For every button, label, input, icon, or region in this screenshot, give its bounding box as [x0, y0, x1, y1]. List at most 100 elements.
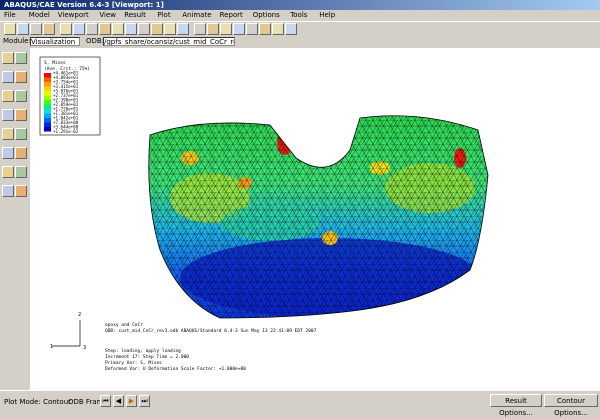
odb-select[interactable]: /gpfs_share/ocansiz/cust_mid_CoCr_rev3.o… — [103, 37, 235, 46]
legend-label: +3.644e+00 — [53, 125, 79, 130]
play[interactable]: ▶ — [126, 395, 137, 407]
legend-swatch — [44, 127, 51, 132]
menu-item[interactable]: Viewport — [57, 11, 89, 19]
tool-button[interactable] — [2, 71, 14, 83]
legend-swatch — [44, 82, 51, 87]
legend-label: +4.461e+01 — [53, 71, 79, 76]
info-line: Step: loading, apply loading — [105, 348, 181, 354]
context-bar: Module: Visualization ODB: /gpfs_share/o… — [0, 35, 600, 48]
tool-button[interactable] — [2, 109, 14, 121]
toolbar-button[interactable] — [73, 23, 85, 35]
toolbar-button[interactable] — [207, 23, 219, 35]
tool-button[interactable] — [15, 109, 27, 121]
menu-item[interactable]: Help — [319, 11, 336, 19]
legend-label: +2.737e+01 — [53, 93, 79, 98]
triad-label: 3 — [83, 345, 86, 351]
toolbar-button[interactable] — [194, 23, 206, 35]
legend-label: +7.033e+00 — [53, 120, 79, 125]
info-line: epoxy and CoCr — [105, 322, 143, 328]
legend: S, Mises(Ave. Crit.: 75%)+4.461e+01+4.09… — [39, 56, 101, 136]
legend-swatch — [44, 100, 51, 105]
toolbar-button[interactable] — [259, 23, 271, 35]
tool-button[interactable] — [15, 147, 27, 159]
legend-subtitle: (Ave. Crit.: 75%) — [44, 66, 90, 72]
tool-button[interactable] — [15, 128, 27, 140]
tool-button[interactable] — [2, 52, 14, 64]
tool-button[interactable] — [15, 52, 27, 64]
toolbar-button[interactable] — [112, 23, 124, 35]
module-toolbox — [0, 48, 30, 390]
toolbar-button[interactable] — [86, 23, 98, 35]
menu-item[interactable]: File — [4, 11, 16, 19]
legend-swatch — [44, 109, 51, 114]
toolbar-button[interactable] — [4, 23, 16, 35]
menu-item[interactable]: Tools — [290, 11, 308, 19]
legend-swatch — [44, 77, 51, 82]
tool-button[interactable] — [2, 166, 14, 178]
toolbar-button[interactable] — [246, 23, 258, 35]
legend-label: +3.415e+01 — [53, 84, 79, 89]
legend-swatch — [44, 86, 51, 91]
toolbar-button[interactable] — [30, 23, 42, 35]
menu-item[interactable]: Model — [28, 11, 50, 19]
toolbar-button[interactable] — [17, 23, 29, 35]
tool-button[interactable] — [15, 71, 27, 83]
menu-item[interactable]: Options — [252, 11, 280, 19]
menu-bar: File Model Viewport View Result Plot Animate Re… — [0, 10, 600, 20]
tool-button[interactable] — [2, 185, 14, 197]
info-line: Increment 17: Step Time = 2.000 — [105, 354, 189, 360]
tool-button[interactable] — [2, 147, 14, 159]
legend-label: +1.291e-02 — [53, 129, 79, 134]
menu-item[interactable]: Plot — [157, 11, 171, 19]
tool-button[interactable] — [2, 90, 14, 102]
toolbar-button[interactable] — [60, 23, 72, 35]
contour-options-button[interactable]: Contour Options... — [544, 394, 598, 417]
menu-item[interactable]: Report — [219, 11, 243, 19]
triad-label: 2 — [78, 312, 81, 318]
legend-title: S, Mises — [44, 60, 66, 66]
toolbar-button[interactable] — [285, 23, 297, 35]
toolbar-button[interactable] — [99, 23, 111, 35]
info-line: ODB: cust_mid_CoCr_rev3.odb ABAQUS/Stand… — [105, 328, 317, 334]
window-title: ABAQUS/CAE Version 6.4-3 [Viewport: 1] — [4, 1, 164, 9]
toolbar-button[interactable] — [177, 23, 189, 35]
legend-label: +2.059e+01 — [53, 102, 79, 107]
legend-label: +4.093e+01 — [53, 75, 79, 80]
result-options-button[interactable]: Result Options... — [490, 394, 542, 417]
info-line: Primary Var: S, Mises — [105, 360, 162, 366]
toolbar-button[interactable] — [233, 23, 245, 35]
tool-button[interactable] — [15, 166, 27, 178]
legend-swatch — [44, 73, 51, 78]
toolbar-button[interactable] — [164, 23, 176, 35]
legend-label: +3.754e+01 — [53, 80, 79, 85]
toolbar-button[interactable] — [138, 23, 150, 35]
odb-frame-label: ODB Frame: — [68, 398, 111, 406]
last-frame[interactable]: ⏭ — [139, 395, 150, 407]
module-select[interactable]: Visualization — [30, 37, 80, 46]
toolbar-button[interactable] — [151, 23, 163, 35]
toolbar-button[interactable] — [125, 23, 137, 35]
toolbar-button[interactable] — [43, 23, 55, 35]
legend-swatch — [44, 122, 51, 127]
viewport: S, Mises(Ave. Crit.: 75%)+4.461e+01+4.09… — [30, 48, 600, 390]
module-label: Module: — [3, 37, 31, 45]
legend-swatch — [44, 95, 51, 100]
prev-frame[interactable]: ◀ — [113, 395, 124, 407]
tool-button[interactable] — [15, 185, 27, 197]
legend-swatch — [44, 118, 51, 123]
first-frame[interactable]: ⏮ — [100, 395, 111, 407]
toolbar-button[interactable] — [220, 23, 232, 35]
odb-label: ODB: — [86, 37, 105, 45]
toolbar-button[interactable] — [272, 23, 284, 35]
legend-label: +2.398e+01 — [53, 98, 79, 103]
status-bar: Plot Mode: Contour ODB Frame: ⏮ ◀ ▶ ⏭ Re… — [0, 390, 600, 417]
legend-swatch — [44, 91, 51, 96]
title-bar: ABAQUS/CAE Version 6.4-3 [Viewport: 1] — [0, 0, 600, 10]
axis-triad: 2 1 3 — [50, 312, 86, 351]
menu-item[interactable]: Animate — [182, 11, 212, 19]
tool-button[interactable] — [2, 128, 14, 140]
tool-button[interactable] — [15, 90, 27, 102]
menu-item[interactable]: Result — [124, 11, 146, 19]
menu-item[interactable]: View — [99, 11, 117, 19]
